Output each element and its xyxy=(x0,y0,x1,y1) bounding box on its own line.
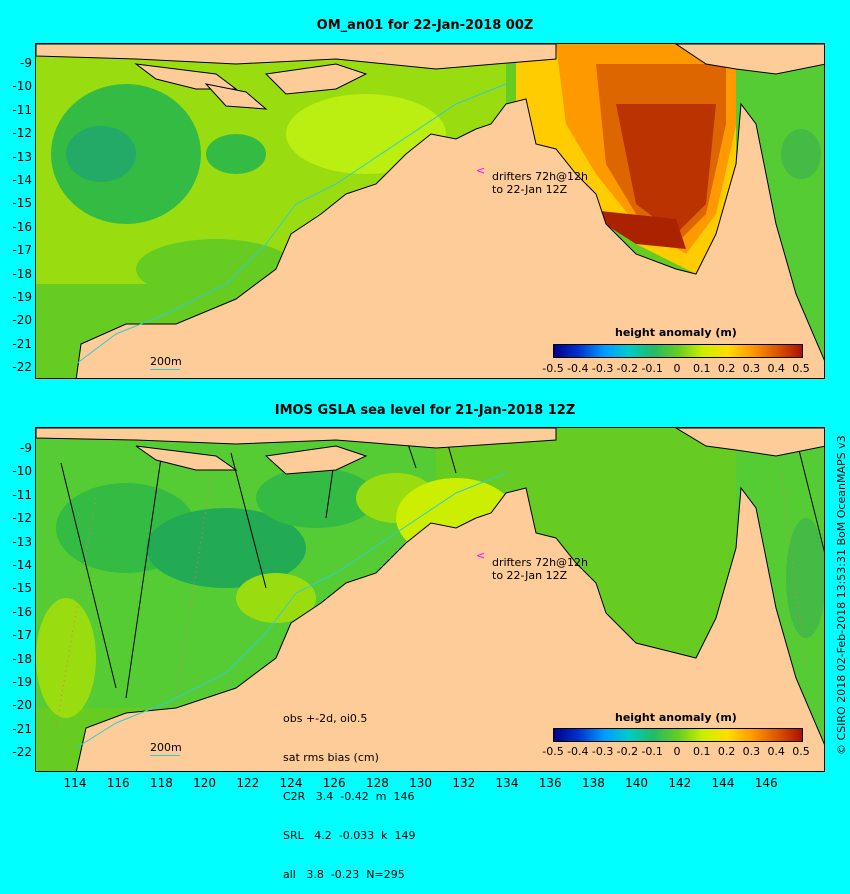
stats-line3: C2R 3.4 -0.42 m 146 xyxy=(283,790,415,803)
bottom-scale-bar xyxy=(150,755,180,756)
bottom-colorbar-title: height anomaly (m) xyxy=(615,711,737,724)
stats-box: obs +-2d, oi0.5 sat rms bias (cm) C2R 3.… xyxy=(283,686,416,894)
bottom-drifter-arrow-icon: < xyxy=(476,549,486,562)
colorbar-tick-label: 0.3 xyxy=(742,362,761,375)
x-tick-label: 124 xyxy=(279,776,303,790)
y-tick-label: -9 xyxy=(20,56,32,70)
y-tick-label: -11 xyxy=(12,102,32,117)
bottom-map-field xyxy=(36,428,824,771)
y-tick-label: -13 xyxy=(12,149,32,164)
top-scale-bar xyxy=(150,369,180,370)
bottom-drifters-line2: to 22-Jan 12Z xyxy=(492,569,568,582)
colorbar-tick-label: -0.3 xyxy=(591,745,614,758)
bottom-drifters-line1: drifters 72h@12h xyxy=(492,556,589,569)
bottom-colorbar xyxy=(553,728,803,742)
stats-line1: obs +-2d, oi0.5 xyxy=(283,712,368,725)
top-drifters-line2: to 22-Jan 12Z xyxy=(492,183,568,196)
colorbar-tick-label: -0.2 xyxy=(616,362,639,375)
x-tick-label: 134 xyxy=(495,776,519,790)
x-tick-label: 146 xyxy=(754,776,778,790)
x-tick-label: 118 xyxy=(149,776,173,790)
colorbar-tick-label: 0.2 xyxy=(717,745,736,758)
x-tick-label: 122 xyxy=(236,776,260,790)
y-tick-label: -18 xyxy=(12,266,32,281)
x-tick-label: 132 xyxy=(452,776,476,790)
y-tick-label: -18 xyxy=(12,651,32,666)
x-tick-label: 120 xyxy=(193,776,217,790)
y-tick-label: -22 xyxy=(12,360,32,375)
colorbar-tick-label: -0.1 xyxy=(641,745,663,758)
colorbar-tick-label: 0.5 xyxy=(792,745,810,758)
colorbar-tick-label: 0.1 xyxy=(693,362,711,375)
y-tick-label: -21 xyxy=(12,721,32,736)
colorbar-tick-label: 0.2 xyxy=(717,362,736,375)
x-tick-label: 144 xyxy=(711,776,735,790)
y-tick-label: -22 xyxy=(12,745,32,760)
colorbar-tick-label: 0.4 xyxy=(767,745,785,758)
y-tick-label: -20 xyxy=(12,313,32,328)
bottom-scale-label: 200m xyxy=(150,741,182,754)
x-tick-label: 114 xyxy=(63,776,87,790)
x-tick-label: 142 xyxy=(668,776,692,790)
y-tick-label: -12 xyxy=(12,126,32,141)
y-tick-label: -10 xyxy=(12,464,32,479)
y-tick-label: -19 xyxy=(12,290,32,304)
colorbar-tick-label: -0.3 xyxy=(591,362,614,375)
colorbar-tick-label: 0.4 xyxy=(767,362,785,375)
y-tick-label: -17 xyxy=(12,628,32,643)
y-tick-label: -19 xyxy=(12,675,32,689)
y-tick-label: -15 xyxy=(12,581,32,596)
top-panel-title: OM_an01 for 22-Jan-2018 00Z xyxy=(316,18,534,33)
colorbar-tick-label: -0.5 xyxy=(542,362,564,375)
stats-line2: sat rms bias (cm) xyxy=(283,751,379,764)
y-tick-label: -15 xyxy=(12,196,32,211)
stats-line5: all 3.8 -0.23 N=295 xyxy=(283,868,405,881)
y-tick-label: -14 xyxy=(12,558,32,572)
y-tick-label: -16 xyxy=(12,219,32,234)
top-colorbar xyxy=(553,344,803,358)
bottom-panel-title: IMOS GSLA sea level for 21-Jan-2018 12Z xyxy=(274,403,576,418)
y-tick-label: -21 xyxy=(12,336,32,351)
side-credit: © CSIRO 2018 02-Feb-2018 13:53:31 BoM Oc… xyxy=(835,435,848,755)
stats-line4: SRL 4.2 -0.033 k 149 xyxy=(283,829,416,842)
y-tick-label: -10 xyxy=(12,79,32,94)
top-colorbar-title: height anomaly (m) xyxy=(615,326,737,339)
australia-land-bottom xyxy=(75,486,824,771)
y-tick-label: -14 xyxy=(12,173,32,187)
x-tick-label: 116 xyxy=(106,776,130,790)
x-tick-label: 130 xyxy=(409,776,433,790)
x-tick-label: 126 xyxy=(322,776,346,790)
bottom-drifters-note: drifters 72h@12h to 22-Jan 12Z xyxy=(485,543,588,582)
y-tick-label: -16 xyxy=(12,604,32,619)
x-tick-label: 138 xyxy=(581,776,605,790)
colorbar-tick-label: 0.1 xyxy=(693,745,711,758)
x-tick-label: 140 xyxy=(625,776,649,790)
colorbar-tick-label: -0.5 xyxy=(542,745,564,758)
colorbar-tick-label: -0.2 xyxy=(616,745,639,758)
top-drifters-note: drifters 72h@12h to 22-Jan 12Z xyxy=(485,157,588,196)
top-drifters-line1: drifters 72h@12h xyxy=(492,170,589,183)
colorbar-tick-label: 0 xyxy=(673,362,681,375)
colorbar-tick-label: 0 xyxy=(673,745,681,758)
top-scale-label: 200m xyxy=(150,355,182,368)
y-tick-label: -20 xyxy=(12,698,32,713)
colorbar-tick-label: -0.4 xyxy=(567,362,589,375)
top-drifter-arrow-icon: < xyxy=(476,164,486,177)
y-tick-label: -9 xyxy=(20,441,32,455)
colorbar-tick-label: 0.5 xyxy=(792,362,810,375)
top-map xyxy=(35,43,825,379)
colorbar-tick-label: 0.3 xyxy=(742,745,761,758)
x-tick-label: 128 xyxy=(365,776,389,790)
y-tick-label: -12 xyxy=(12,511,32,526)
x-tick-label: 136 xyxy=(538,776,562,790)
y-tick-label: -11 xyxy=(12,487,32,502)
y-tick-label: -13 xyxy=(12,534,32,549)
australia-land xyxy=(75,98,824,378)
colorbar-tick-label: -0.1 xyxy=(641,362,663,375)
y-tick-label: -17 xyxy=(12,243,32,258)
bottom-map xyxy=(35,427,825,772)
top-map-field xyxy=(36,44,824,378)
colorbar-tick-label: -0.4 xyxy=(567,745,589,758)
